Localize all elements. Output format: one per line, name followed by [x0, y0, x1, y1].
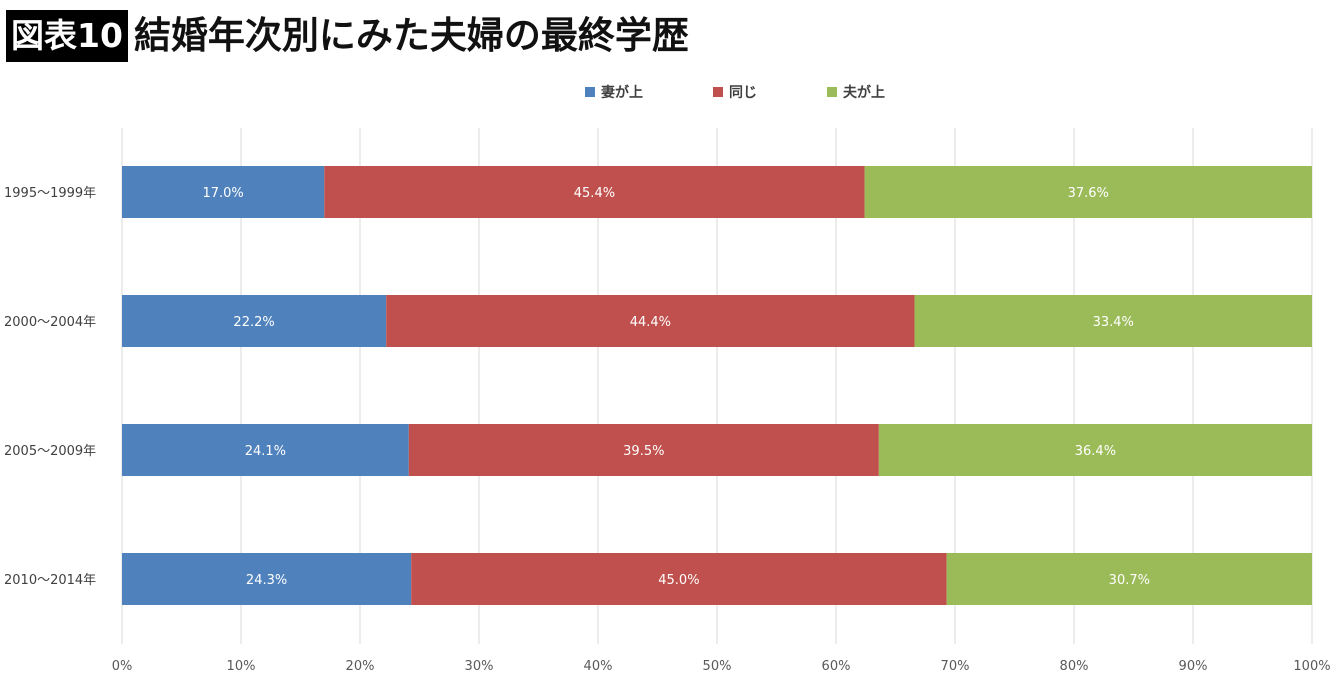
data-label: 22.2%	[233, 315, 274, 330]
bar-segment	[408, 424, 879, 476]
data-label: 30.7%	[1109, 573, 1150, 588]
chart-legend: 妻が上 同じ 夫が上	[585, 82, 885, 102]
legend-swatch-husband-higher	[827, 87, 837, 97]
x-tick-label: 20%	[346, 659, 375, 674]
x-tick-label: 30%	[465, 659, 494, 674]
x-tick-label: 0%	[112, 659, 133, 674]
legend-label-husband-higher: 夫が上	[843, 85, 885, 101]
data-label: 45.0%	[658, 573, 699, 588]
bar-segment	[122, 553, 412, 605]
y-category-label: 2005〜2009年	[4, 444, 96, 459]
x-tick-label: 70%	[941, 659, 970, 674]
legend-swatch-wife-higher	[585, 87, 595, 97]
legend-item-husband-higher: 夫が上	[827, 82, 885, 102]
chart-title: 結婚年次別にみた夫婦の最終学歴	[133, 14, 689, 57]
x-tick-label: 50%	[703, 659, 732, 674]
bar-segment	[386, 295, 915, 347]
bar-segment	[914, 295, 1312, 347]
y-category-label: 1995〜1999年	[4, 186, 96, 201]
bar-segment	[122, 424, 409, 476]
y-category-label: 2010〜2014年	[4, 573, 96, 588]
bar-segment	[864, 166, 1312, 218]
x-tick-label: 10%	[227, 659, 256, 674]
x-tick-label: 60%	[822, 659, 851, 674]
data-label: 24.3%	[246, 573, 287, 588]
y-category-label: 2000〜2004年	[4, 315, 96, 330]
data-label: 24.1%	[245, 444, 286, 459]
bar-segment	[878, 424, 1312, 476]
legend-swatch-same	[713, 87, 723, 97]
x-tick-label: 40%	[584, 659, 613, 674]
x-tick-label: 90%	[1179, 659, 1208, 674]
figure-badge: 図表10	[6, 10, 128, 62]
bar-segment	[122, 166, 325, 218]
data-label: 36.4%	[1075, 444, 1116, 459]
bar-segment	[122, 295, 387, 347]
legend-item-same: 同じ	[713, 82, 757, 102]
data-label: 45.4%	[574, 186, 615, 201]
data-label: 44.4%	[630, 315, 671, 330]
bar-segment	[324, 166, 865, 218]
legend-label-wife-higher: 妻が上	[601, 85, 643, 101]
data-label: 39.5%	[623, 444, 664, 459]
data-label: 37.6%	[1068, 186, 1109, 201]
x-tick-label: 80%	[1060, 659, 1089, 674]
bar-segment	[946, 553, 1312, 605]
bar-segment	[411, 553, 947, 605]
legend-label-same: 同じ	[729, 85, 757, 101]
data-label: 17.0%	[202, 186, 243, 201]
data-label: 33.4%	[1093, 315, 1134, 330]
legend-item-wife-higher: 妻が上	[585, 82, 643, 102]
chart-header: 図表10 結婚年次別にみた夫婦の最終学歴	[6, 10, 689, 62]
x-tick-label: 100%	[1293, 659, 1330, 674]
